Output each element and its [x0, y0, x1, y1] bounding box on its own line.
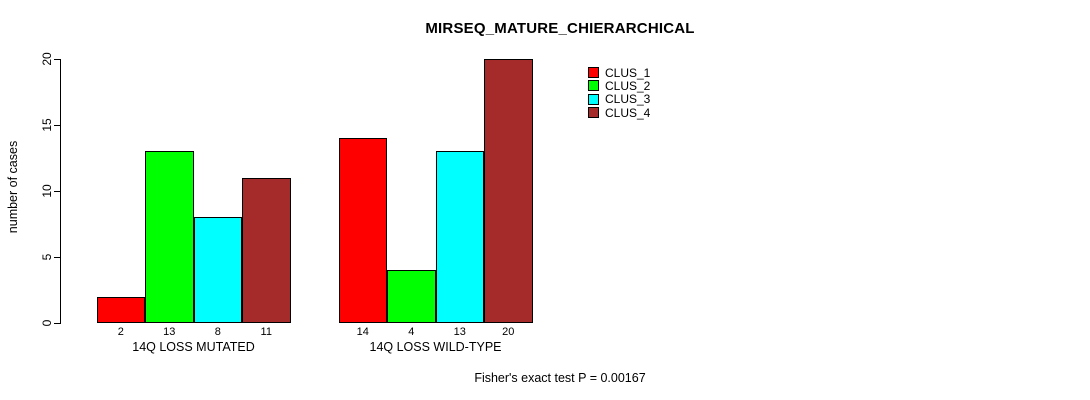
bar-clus_3-group1	[193, 217, 242, 323]
bar-clus_2-group2	[387, 270, 436, 323]
y-axis-label: number of cases	[6, 140, 20, 234]
bar-value-label: 13	[163, 326, 176, 338]
bar-clus_1-group2	[338, 138, 387, 323]
legend-label-clus_4: CLUS_4	[605, 105, 651, 120]
chart-title: MIRSEQ_MATURE_CHIERARCHICAL	[425, 20, 695, 37]
bar-value-label: 2	[117, 326, 124, 338]
bar-value-label: 13	[453, 326, 466, 338]
bar-clus_1-group1	[96, 296, 145, 323]
legend-row-clus_3: CLUS_3	[588, 93, 650, 106]
legend-swatch-clus_4	[588, 107, 599, 119]
y-axis-tick-label: 5	[40, 253, 54, 261]
y-axis-tick	[54, 257, 60, 258]
legend-swatch-clus_3	[588, 93, 599, 105]
bar-value-label: 4	[408, 326, 415, 338]
bar-value-label: 8	[214, 326, 221, 338]
y-axis-line	[60, 59, 61, 324]
bar-clus_4-group1	[242, 177, 291, 323]
y-axis-tick	[54, 125, 60, 126]
group-label: 14Q LOSS WILD-TYPE	[369, 340, 502, 354]
legend-row-clus_4: CLUS_4	[588, 106, 650, 119]
legend-row-clus_1: CLUS_1	[588, 66, 650, 79]
legend-swatch-clus_2	[588, 80, 599, 92]
bar-value-label: 14	[356, 326, 369, 338]
bar-value-label: 20	[502, 326, 515, 338]
bar-clus_2-group1	[145, 151, 194, 323]
legend-row-clus_2: CLUS_2	[588, 79, 650, 92]
stat-annotation: Fisher's exact test P = 0.00167	[474, 371, 646, 385]
y-axis-tick-label: 10	[40, 184, 54, 198]
legend-label-clus_1: CLUS_1	[605, 65, 651, 80]
y-axis-tick	[54, 191, 60, 192]
legend: CLUS_1 CLUS_2 CLUS_3 CLUS_4	[588, 66, 650, 119]
y-axis-tick-label: 0	[40, 319, 54, 327]
bar-clus_4-group2	[484, 59, 533, 323]
legend-label-clus_2: CLUS_2	[605, 78, 651, 93]
bar-clus_3-group2	[435, 151, 484, 323]
legend-swatch-clus_1	[588, 67, 599, 79]
y-axis-tick	[54, 59, 60, 60]
y-axis-tick-label: 20	[40, 52, 54, 66]
y-axis-tick	[54, 323, 60, 324]
bar-value-label: 11	[260, 326, 272, 338]
legend-label-clus_3: CLUS_3	[605, 92, 651, 107]
y-axis-tick-label: 15	[40, 118, 54, 132]
group-label: 14Q LOSS MUTATED	[132, 340, 255, 354]
